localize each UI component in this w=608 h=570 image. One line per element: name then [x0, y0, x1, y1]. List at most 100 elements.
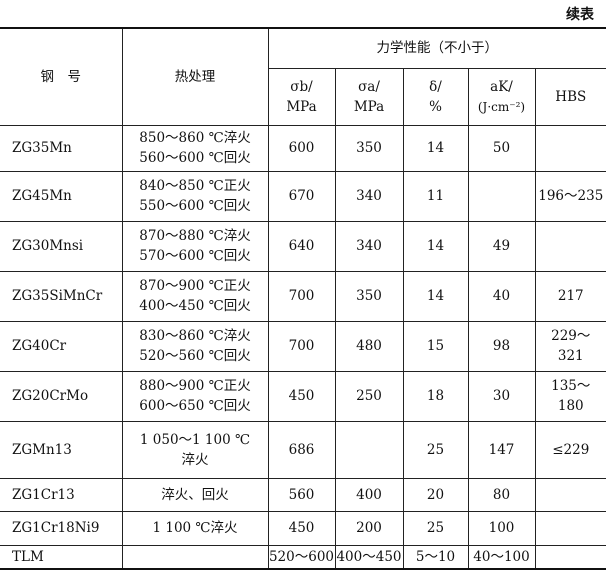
- table-row: ZG20CrMo 880～900 ℃正火 600～650 ℃回火 450 250 18 30…: [0, 370, 607, 422]
- cell-steel: TLM: [0, 544, 123, 570]
- cell-tensile-strength: 670: [267, 170, 336, 222]
- cell-hbs: 135～ 180: [534, 370, 607, 422]
- heat-line: 520～560 ℃回火: [139, 348, 251, 364]
- cell-heat-treatment: 淬火、回火: [121, 477, 269, 512]
- cell-elongation: 5～10: [402, 544, 469, 570]
- cell-hbs: [534, 220, 607, 272]
- header-steel: 钢 号: [0, 27, 123, 126]
- heat-line: 600～650 ℃回火: [139, 398, 251, 414]
- cell-tensile-strength: 560: [267, 477, 336, 512]
- cell-hbs: 229～ 321: [534, 320, 607, 372]
- cell-heat-treatment: 870～880 ℃淬火 570～600 ℃回火: [121, 220, 269, 272]
- cell-elongation: 18: [402, 370, 469, 422]
- cell-yield-strength: 250: [334, 370, 404, 422]
- cell-impact: 30: [467, 370, 536, 422]
- cell-impact: 98: [467, 320, 536, 372]
- cell-steel: ZG1Cr18Ni9: [0, 510, 123, 546]
- header-hbs: HBS: [534, 67, 607, 126]
- header-impact: aK/(J·cm⁻²): [467, 67, 536, 126]
- cell-heat-treatment: 840～850 ℃正火 550～600 ℃回火: [121, 170, 269, 222]
- header-heat-treatment: 热处理: [121, 27, 269, 126]
- cell-yield-strength: 200: [334, 510, 404, 546]
- cell-hbs: [534, 477, 607, 512]
- heat-line: 淬火: [181, 451, 209, 468]
- heat-line: 400～450 ℃回火: [139, 298, 251, 314]
- cell-steel: ZG40Cr: [0, 320, 123, 372]
- heat-line: 1 100 ℃淬火: [152, 520, 238, 536]
- table-row: ZG45Mn 840～850 ℃正火 550～600 ℃回火 670 340 11 196～…: [0, 170, 607, 222]
- cell-hbs: [534, 124, 607, 172]
- cell-steel: ZG45Mn: [0, 170, 123, 222]
- heat-line: 淬火、回火: [161, 486, 229, 503]
- cell-tensile-strength: 520～600: [267, 544, 336, 570]
- table-row: ZGMn13 1 050～1 100 ℃ 淬火 686 25 147 ≤229: [0, 420, 607, 479]
- cell-steel: ZGMn13: [0, 420, 123, 479]
- cell-tensile-strength: 450: [267, 370, 336, 422]
- cell-tensile-strength: 640: [267, 220, 336, 272]
- table-row: ZG40Cr 830～860 ℃淬火 520～560 ℃回火 700 480 15 98 22…: [0, 320, 607, 372]
- cell-tensile-strength: 686: [267, 420, 336, 479]
- header-tensile-strength: σb/MPa: [268, 67, 336, 126]
- table-row: ZG30Mnsi 870～880 ℃淬火 570～600 ℃回火 640 340 14 49: [0, 220, 607, 272]
- table-row: ZG1Cr18Ni9 1 100 ℃淬火 450 200 25 100: [0, 510, 607, 546]
- cell-elongation: 20: [402, 477, 469, 512]
- cell-impact: 40: [467, 270, 536, 322]
- cell-elongation: 11: [402, 170, 469, 222]
- cell-steel: ZG35SiMnCr: [0, 270, 123, 322]
- cell-impact: 40～100: [467, 544, 536, 570]
- table-caption: 续表: [566, 7, 594, 23]
- cell-yield-strength: [334, 420, 404, 479]
- table-row: TLM 520～600 400～450 5～10 40～100: [0, 544, 607, 570]
- cell-impact: 49: [467, 220, 536, 272]
- heat-line: 850～860 ℃淬火: [139, 130, 251, 146]
- steel-properties-table: 钢 号 热处理 力学性能（不小于） σb/MPa σa/MPa δ/% aK/(…: [0, 27, 607, 570]
- cell-steel: ZG1Cr13: [0, 477, 123, 512]
- cell-heat-treatment: 880～900 ℃正火 600～650 ℃回火: [121, 370, 269, 422]
- cell-yield-strength: 340: [334, 220, 404, 272]
- header-yield-strength: σa/MPa: [334, 67, 404, 126]
- cell-yield-strength: 350: [334, 124, 404, 172]
- cell-impact: 100: [467, 510, 536, 546]
- table-row: ZG35SiMnCr 870～900 ℃正火 400～450 ℃回火 700 350 14…: [0, 270, 607, 322]
- cell-heat-treatment: [121, 544, 269, 570]
- cell-elongation: 14: [402, 220, 469, 272]
- cell-elongation: 25: [402, 510, 469, 546]
- cell-elongation: 14: [402, 124, 469, 172]
- cell-heat-treatment: 830～860 ℃淬火 520～560 ℃回火: [121, 320, 269, 372]
- table-row: ZG1Cr13 淬火、回火 560 400 20 80: [0, 477, 607, 512]
- cell-heat-treatment: 850～860 ℃淬火 560～600 ℃回火: [121, 124, 269, 172]
- cell-elongation: 25: [402, 420, 469, 479]
- cell-tensile-strength: 700: [267, 320, 336, 372]
- cell-impact: 147: [467, 420, 536, 479]
- cell-heat-treatment: 1 100 ℃淬火: [121, 510, 269, 546]
- heat-line: 1 050～1 100 ℃: [139, 431, 251, 448]
- heat-line: 830～860 ℃淬火: [139, 328, 251, 344]
- cell-hbs: [534, 544, 607, 570]
- cell-hbs: ≤229: [534, 420, 607, 479]
- cell-hbs: 196～235: [534, 170, 607, 222]
- cell-tensile-strength: 450: [267, 510, 336, 546]
- heat-line: 570～600 ℃回火: [139, 248, 251, 264]
- cell-impact: [467, 170, 536, 222]
- heat-line: 550～600 ℃回火: [139, 198, 251, 214]
- cell-steel: ZG35Mn: [0, 124, 123, 172]
- cell-steel: ZG20CrMo: [0, 370, 123, 422]
- cell-impact: 50: [467, 124, 536, 172]
- heat-line: 880～900 ℃正火: [139, 378, 251, 394]
- cell-steel: ZG30Mnsi: [0, 220, 123, 272]
- cell-yield-strength: 400～450: [334, 544, 404, 570]
- cell-elongation: 14: [402, 270, 469, 322]
- cell-hbs: 217: [534, 270, 607, 322]
- cell-yield-strength: 340: [334, 170, 404, 222]
- heat-line: 840～850 ℃正火: [139, 178, 251, 194]
- cell-impact: 80: [467, 477, 536, 512]
- cell-yield-strength: 400: [334, 477, 404, 512]
- header-mechanical-properties: 力学性能（不小于）: [267, 27, 607, 69]
- heat-line: 560～600 ℃回火: [139, 150, 251, 166]
- cell-tensile-strength: 600: [267, 124, 336, 172]
- cell-yield-strength: 350: [334, 270, 404, 322]
- cell-tensile-strength: 700: [267, 270, 336, 322]
- table-row: ZG35Mn 850～860 ℃淬火 560～600 ℃回火 600 350 14 50: [0, 124, 607, 172]
- cell-heat-treatment: 870～900 ℃正火 400～450 ℃回火: [121, 270, 269, 322]
- header-elongation: δ/%: [402, 67, 469, 126]
